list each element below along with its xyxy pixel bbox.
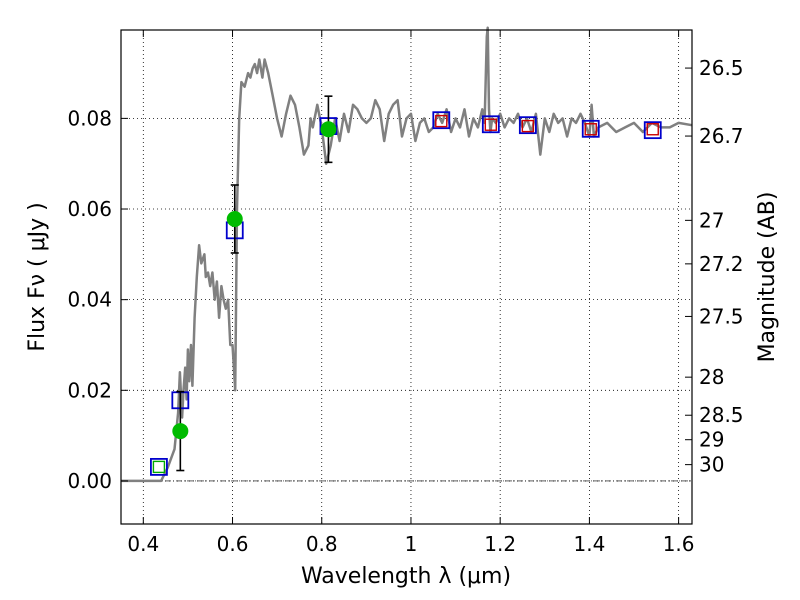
x-tick-label: 1.2 — [484, 532, 516, 556]
model-photometry-square — [432, 111, 451, 130]
mag-tick-label: 29 — [699, 428, 724, 452]
x-tick-label: 1 — [405, 532, 418, 556]
plot-frame — [120, 29, 693, 525]
series — [121, 26, 693, 483]
upper-limit-square — [484, 118, 498, 131]
mag-tick-label: 30 — [699, 453, 724, 477]
mag-tick-label: 27.5 — [699, 304, 744, 328]
y-axis-label: Flux Fν ( μJy ) — [25, 202, 50, 351]
upper-limit-square — [521, 119, 535, 133]
x-axis-label: Wavelength λ (μm) — [301, 564, 511, 589]
y-axis-right-label: Magnitude (AB) — [755, 192, 780, 363]
observed-point — [226, 210, 243, 227]
y-tick-label: 0.08 — [67, 106, 112, 130]
upper-limit-square — [435, 114, 448, 128]
mag-tick-label: 26.7 — [699, 124, 744, 148]
observed-point — [172, 423, 189, 440]
model-photometry-square — [643, 121, 662, 140]
model-photometry-square — [518, 116, 537, 135]
mag-tick-label: 27.2 — [699, 252, 744, 276]
model-photometry-square — [150, 457, 168, 476]
y-tick-label: 0.00 — [67, 469, 112, 493]
x-tick-label: 1.6 — [663, 532, 695, 556]
upper-limit-square — [152, 460, 166, 474]
observed-point — [320, 121, 337, 138]
x-tick-label: 0.8 — [306, 532, 338, 556]
model-photometry-square — [581, 119, 600, 138]
axes: 0.4 0.6 0.8 1 1.2 1.4 1.6 0.00 0.02 0.04 0.06 0.08 2… — [67, 30, 744, 556]
mag-tick-label: 28.5 — [699, 403, 744, 427]
mag-tick-label: 27 — [699, 208, 724, 232]
x-tick-label: 0.6 — [217, 532, 249, 556]
y-tick-label: 0.06 — [67, 197, 112, 221]
y-tick-label: 0.04 — [67, 288, 112, 312]
y-tick-label: 0.02 — [67, 378, 112, 402]
upper-limit-square — [584, 123, 597, 136]
x-tick-label: 0.4 — [127, 532, 159, 556]
mag-tick-label: 26.5 — [699, 56, 744, 80]
mag-tick-label: 28 — [699, 365, 724, 389]
upper-limit-square — [646, 123, 659, 136]
model-photometry-square — [481, 115, 500, 134]
grid — [121, 30, 692, 524]
x-tick-label: 1.4 — [573, 532, 605, 556]
sed-line — [121, 26, 693, 483]
